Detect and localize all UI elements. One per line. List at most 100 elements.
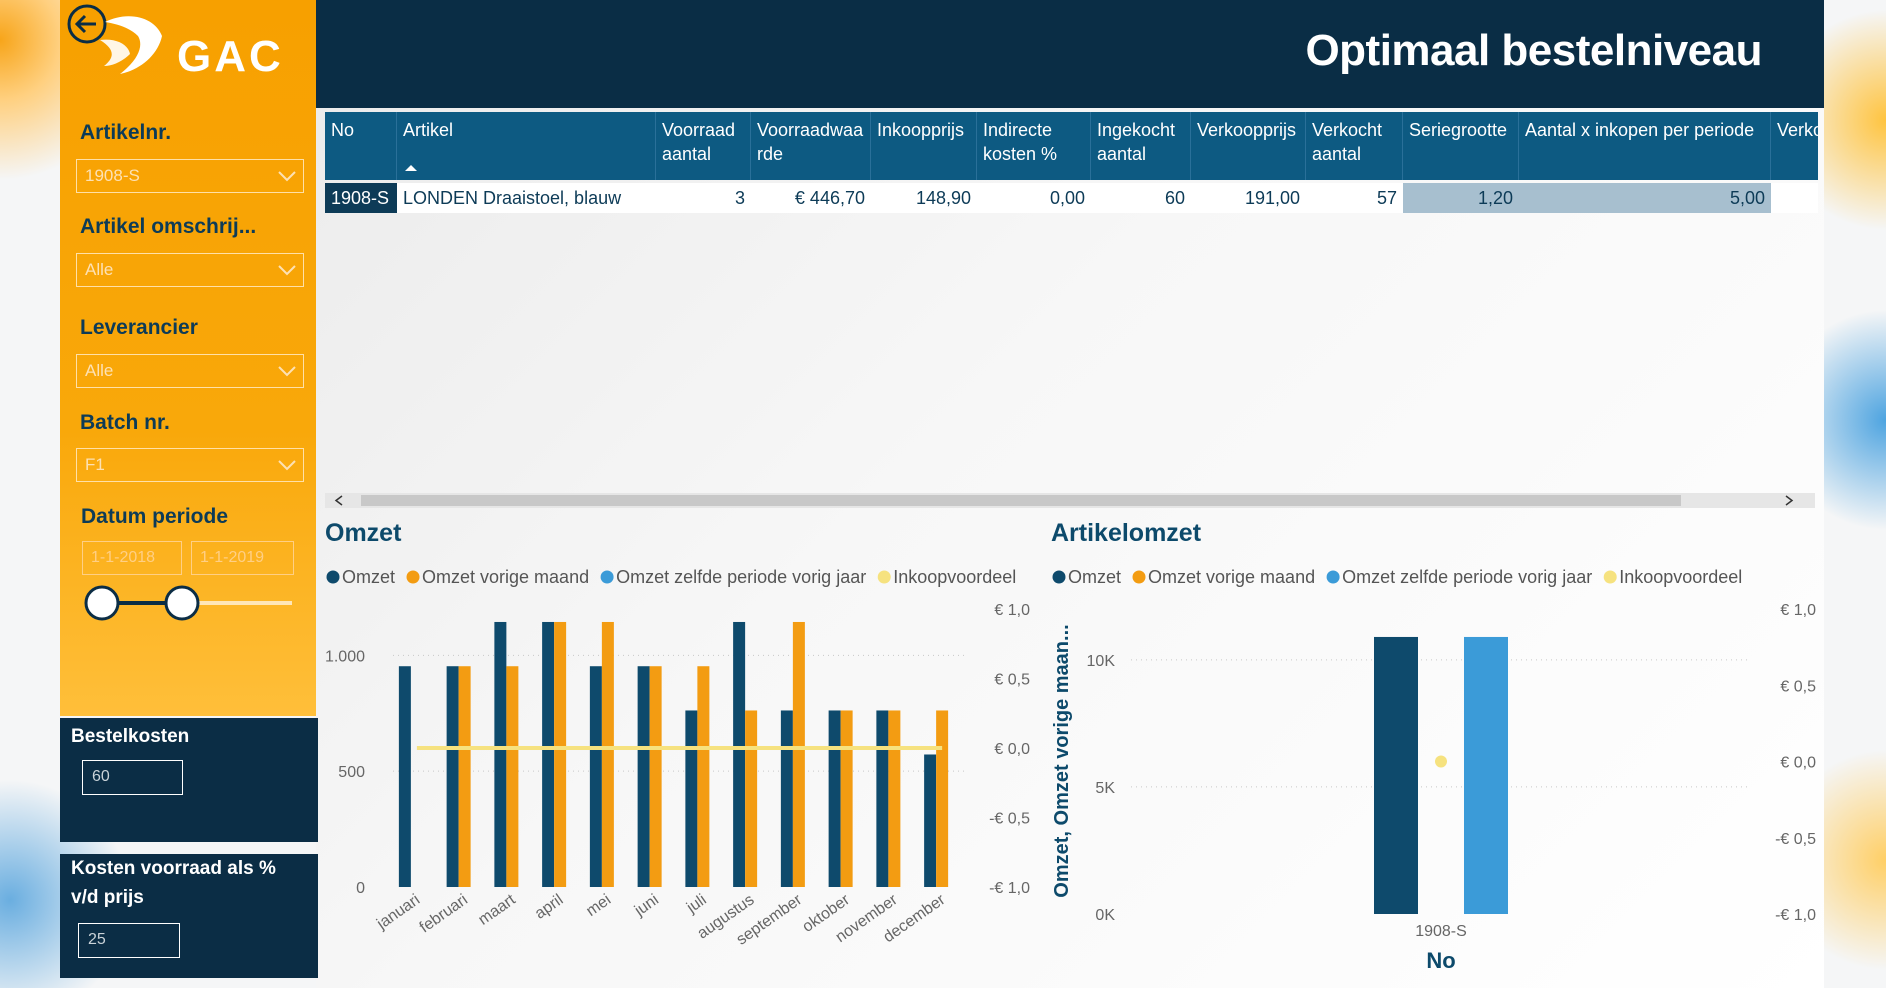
bar [876, 710, 889, 887]
legend-marker [1603, 570, 1617, 584]
y-tick-label: 10K [1087, 653, 1116, 670]
legend-marker [406, 570, 420, 584]
sort-icon [405, 165, 417, 171]
bar [745, 710, 758, 887]
cell: LONDEN Draaistoel, blauw [397, 183, 656, 213]
column-header: Seriegrootte [1403, 112, 1519, 180]
y-tick-label: 1.000 [325, 648, 365, 665]
legend-label: Omzet [342, 567, 395, 587]
y2-tick-label: -€ 1,0 [1775, 907, 1816, 924]
column-header: Verko [1771, 112, 1818, 180]
back-button[interactable] [67, 4, 107, 44]
filter-label: Leverancier [80, 316, 198, 339]
bar [649, 666, 662, 887]
scrollbar[interactable] [325, 493, 1815, 509]
cell: 0,00 [977, 183, 1091, 213]
cell: 191,00 [1191, 183, 1306, 213]
legend-label: Omzet [1068, 567, 1121, 587]
x-tick-label: 1908-S [1415, 923, 1467, 940]
cell: 3 [656, 183, 751, 213]
input-box[interactable]: 60 [82, 760, 183, 795]
bar [780, 710, 793, 887]
cell: 1908-S [325, 183, 397, 213]
bar [888, 710, 901, 887]
x-tick-label: juli [683, 891, 710, 917]
page-title: Optimaal bestelniveau [1305, 26, 1762, 75]
y-tick-label: 5K [1095, 780, 1115, 797]
logo-text: GAC [177, 32, 284, 81]
bar [398, 666, 411, 887]
filter-label: Batch nr. [80, 411, 170, 434]
legend-label: Omzet vorige maand [1148, 567, 1315, 587]
scroll-right[interactable] [1785, 495, 1794, 506]
dropdown[interactable]: Alle [76, 253, 304, 287]
y2-tick-label: € 0,5 [994, 672, 1030, 689]
y-tick-label: 0K [1095, 907, 1115, 924]
column-header: Aantal x inkopen per periode [1519, 112, 1771, 180]
y2-tick-label: € 0,0 [994, 741, 1030, 758]
date-slider[interactable] [80, 584, 300, 624]
date-to[interactable]: 1-1-2019 [191, 541, 294, 575]
cell: € 446,70 [751, 183, 871, 213]
bar [589, 666, 602, 887]
x-tick-label: januari [373, 891, 423, 933]
column-header: Voorraadwaarde [751, 112, 871, 180]
x-tick-label: mei [583, 891, 614, 920]
x-tick-label: april [532, 891, 567, 922]
bar [697, 666, 710, 887]
table: No Artikel Voorraad aantal Voorraadwaarde In… [325, 112, 1818, 214]
legend-marker [600, 570, 614, 584]
table-row: 1908-S LONDEN Draaistoel, blauw 3 € 446,70 1… [325, 180, 1818, 213]
column-header: Verkoopprijs [1191, 112, 1306, 180]
bar [542, 621, 555, 887]
y2-tick-label: € 1,0 [1780, 602, 1816, 619]
slider-handle[interactable] [164, 585, 200, 621]
y2-tick-label: € 1,0 [994, 602, 1030, 619]
column-header: Verkocht aantal [1306, 112, 1403, 180]
bar [685, 710, 698, 887]
bar [828, 710, 841, 887]
bar [458, 666, 471, 887]
chart-title: Artikelomzet [1051, 519, 1202, 547]
column-header: Inkoopprijs [871, 112, 977, 180]
input-label: Bestelkosten [71, 726, 190, 747]
dropdown[interactable]: Alle [76, 354, 304, 388]
cell: 148,90 [871, 183, 977, 213]
dropdown[interactable]: F1 [76, 448, 304, 482]
column-header: Voorraad aantal [656, 112, 751, 180]
x-axis-title: No [1426, 948, 1455, 973]
canvas [316, 108, 1824, 988]
chevron [278, 171, 296, 182]
legend-marker [1132, 570, 1146, 584]
header: Optimaal bestelniveau [316, 0, 1824, 108]
chart-title: Omzet [325, 519, 402, 547]
cell: 1,20 [1403, 183, 1519, 213]
filter-label: Artikel omschrij... [80, 215, 257, 238]
line-marker [1435, 755, 1447, 768]
y2-tick-label: € 0,0 [1780, 755, 1816, 772]
scroll-thumb[interactable] [361, 495, 1681, 506]
input-label: Kosten voorraad als % v/d prijs [71, 858, 276, 908]
legend-label: Inkoopvoordeel [893, 567, 1016, 587]
input-card: Kosten voorraad als % v/d prijs 25 [60, 854, 318, 978]
date-from[interactable]: 1-1-2018 [82, 541, 182, 575]
header-row: No Artikel Voorraad aantal Voorraadwaarde In… [325, 112, 1818, 180]
cell: 60 [1091, 183, 1191, 213]
bar [1374, 636, 1418, 914]
scroll-left[interactable] [334, 495, 343, 506]
column-header: Ingekocht aantal [1091, 112, 1191, 180]
y2-tick-label: -€ 0,5 [1775, 831, 1816, 848]
bar [601, 621, 614, 887]
bar [924, 754, 937, 887]
dropdown[interactable]: 1908-S [76, 159, 304, 193]
chevron [278, 366, 296, 377]
legend-label: Inkoopvoordeel [1619, 567, 1742, 587]
x-tick-label: juni [631, 891, 662, 920]
slider-handle[interactable] [84, 585, 120, 621]
y-axis-title: Omzet, Omzet vorige maan... [1051, 624, 1073, 897]
input-box[interactable]: 25 [78, 923, 180, 958]
y2-tick-label: -€ 0,5 [989, 811, 1030, 828]
back-arrow [74, 14, 96, 34]
legend-marker [1326, 570, 1340, 584]
cell [1771, 183, 1818, 213]
